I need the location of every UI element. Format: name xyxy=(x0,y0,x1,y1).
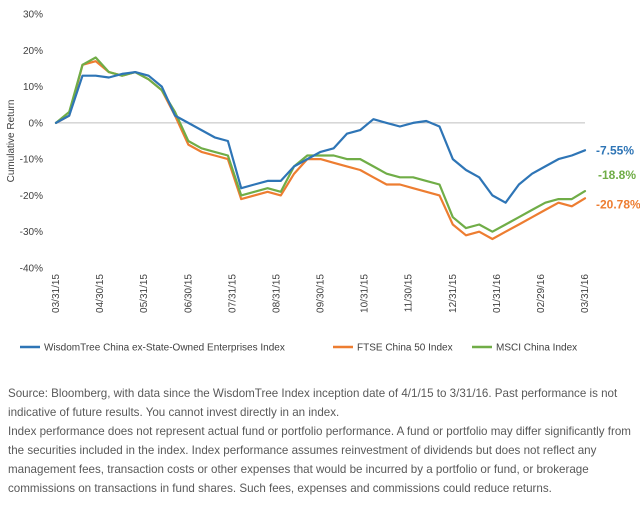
y-tick-label: -10% xyxy=(20,155,43,166)
series-line xyxy=(54,56,587,233)
x-tick-label: 03/31/16 xyxy=(580,274,591,313)
x-tick-label: 12/31/15 xyxy=(448,274,459,313)
legend-label: MSCI China Index xyxy=(496,343,577,354)
y-tick-label: -30% xyxy=(20,227,43,238)
x-tick-label: 01/31/16 xyxy=(492,274,503,313)
source-note: Source: Bloomberg, with data since the W… xyxy=(8,384,636,498)
legend-label: WisdomTree China ex-State-Owned Enterpri… xyxy=(44,343,285,354)
line-chart: 30% 20% 10% 0% -10% -20% -30% -40% Cumulative Re… xyxy=(6,10,640,354)
series-line xyxy=(54,60,587,241)
y-tick-label: 30% xyxy=(23,10,43,21)
x-tick-label: 02/29/16 xyxy=(536,274,547,313)
y-tick-label: 0% xyxy=(29,118,44,129)
y-axis-title: Cumulative Return xyxy=(6,100,17,183)
x-tick-label: 11/30/15 xyxy=(404,274,415,313)
x-tick-label: 09/30/15 xyxy=(316,274,327,313)
series-end-label: -20.78% xyxy=(596,197,640,211)
x-tick-label: 07/31/15 xyxy=(227,274,238,313)
source-paragraph-2: Index performance does not represent act… xyxy=(8,425,631,495)
series-end-label: -18.8% xyxy=(598,168,636,182)
x-tick-label: 10/31/15 xyxy=(360,274,371,313)
legend-label: FTSE China 50 Index xyxy=(357,343,453,354)
series-end-label: -7.55% xyxy=(596,143,634,157)
y-tick-label: -40% xyxy=(20,264,43,275)
y-tick-label: 10% xyxy=(23,82,43,93)
source-paragraph-1: Source: Bloomberg, with data since the W… xyxy=(8,387,618,419)
y-tick-label: 20% xyxy=(23,46,43,57)
x-tick-label: 05/31/15 xyxy=(139,274,150,313)
x-tick-label: 06/30/15 xyxy=(183,274,194,313)
y-tick-label: -20% xyxy=(20,191,43,202)
x-tick-label: 08/31/15 xyxy=(271,274,282,313)
series-line xyxy=(54,70,587,204)
x-tick-label: 04/30/15 xyxy=(95,274,106,313)
x-tick-label: 03/31/15 xyxy=(51,274,62,313)
